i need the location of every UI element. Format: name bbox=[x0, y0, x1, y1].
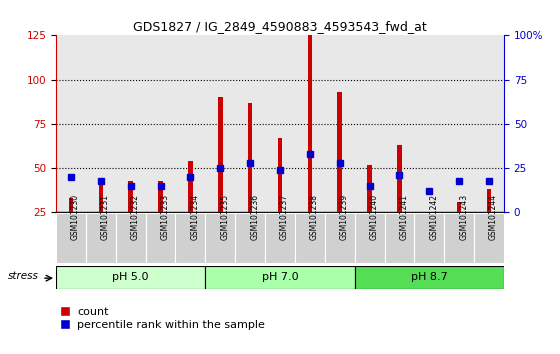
Bar bbox=[385, 35, 414, 212]
Text: stress: stress bbox=[8, 271, 39, 281]
Bar bbox=[56, 35, 86, 212]
Bar bbox=[457, 202, 461, 212]
FancyBboxPatch shape bbox=[56, 213, 86, 263]
FancyBboxPatch shape bbox=[56, 266, 206, 289]
Text: GSM101242: GSM101242 bbox=[430, 194, 438, 240]
Legend: count, percentile rank within the sample: count, percentile rank within the sample bbox=[62, 307, 265, 330]
FancyBboxPatch shape bbox=[385, 213, 414, 263]
FancyBboxPatch shape bbox=[354, 266, 504, 289]
Text: GSM101237: GSM101237 bbox=[280, 193, 289, 240]
Text: GSM101236: GSM101236 bbox=[250, 193, 259, 240]
Bar bbox=[338, 92, 342, 212]
Text: GSM101238: GSM101238 bbox=[310, 194, 319, 240]
Bar bbox=[474, 35, 504, 212]
Bar bbox=[86, 35, 116, 212]
Bar bbox=[218, 97, 222, 212]
FancyBboxPatch shape bbox=[206, 266, 354, 289]
Text: pH 8.7: pH 8.7 bbox=[411, 272, 447, 282]
FancyBboxPatch shape bbox=[414, 213, 444, 263]
FancyBboxPatch shape bbox=[175, 213, 206, 263]
Bar bbox=[325, 35, 354, 212]
Text: pH 7.0: pH 7.0 bbox=[262, 272, 298, 282]
Bar bbox=[248, 103, 253, 212]
Bar bbox=[487, 189, 491, 212]
Bar bbox=[69, 198, 73, 212]
FancyBboxPatch shape bbox=[474, 213, 504, 263]
Bar bbox=[427, 212, 432, 218]
Bar bbox=[444, 35, 474, 212]
Bar bbox=[307, 35, 312, 212]
Text: GSM101231: GSM101231 bbox=[101, 194, 110, 240]
Title: GDS1827 / IG_2849_4590883_4593543_fwd_at: GDS1827 / IG_2849_4590883_4593543_fwd_at bbox=[133, 20, 427, 33]
Text: GSM101235: GSM101235 bbox=[220, 193, 229, 240]
Text: GSM101244: GSM101244 bbox=[489, 193, 498, 240]
Bar bbox=[206, 35, 235, 212]
Bar bbox=[354, 35, 385, 212]
Bar bbox=[158, 181, 163, 212]
FancyBboxPatch shape bbox=[295, 213, 325, 263]
FancyBboxPatch shape bbox=[265, 213, 295, 263]
Bar bbox=[188, 161, 193, 212]
FancyBboxPatch shape bbox=[146, 213, 175, 263]
FancyBboxPatch shape bbox=[354, 213, 385, 263]
FancyBboxPatch shape bbox=[444, 213, 474, 263]
FancyBboxPatch shape bbox=[116, 213, 146, 263]
Text: GSM101240: GSM101240 bbox=[370, 193, 379, 240]
FancyBboxPatch shape bbox=[325, 213, 354, 263]
Bar bbox=[146, 35, 175, 212]
Bar bbox=[175, 35, 206, 212]
FancyBboxPatch shape bbox=[235, 213, 265, 263]
FancyBboxPatch shape bbox=[206, 213, 235, 263]
Text: GSM101232: GSM101232 bbox=[130, 194, 139, 240]
Text: GSM101230: GSM101230 bbox=[71, 193, 80, 240]
Bar bbox=[367, 165, 372, 212]
Bar bbox=[116, 35, 146, 212]
FancyBboxPatch shape bbox=[86, 213, 116, 263]
Bar bbox=[295, 35, 325, 212]
Bar bbox=[397, 145, 402, 212]
Bar bbox=[128, 181, 133, 212]
Text: GSM101243: GSM101243 bbox=[459, 193, 468, 240]
Text: GSM101239: GSM101239 bbox=[340, 193, 349, 240]
Text: pH 5.0: pH 5.0 bbox=[113, 272, 149, 282]
Bar bbox=[414, 35, 444, 212]
Text: GSM101233: GSM101233 bbox=[161, 193, 170, 240]
Bar bbox=[278, 138, 282, 212]
Text: GSM101234: GSM101234 bbox=[190, 193, 199, 240]
Text: GSM101241: GSM101241 bbox=[399, 194, 408, 240]
Bar bbox=[99, 181, 103, 212]
Bar bbox=[235, 35, 265, 212]
Bar bbox=[265, 35, 295, 212]
